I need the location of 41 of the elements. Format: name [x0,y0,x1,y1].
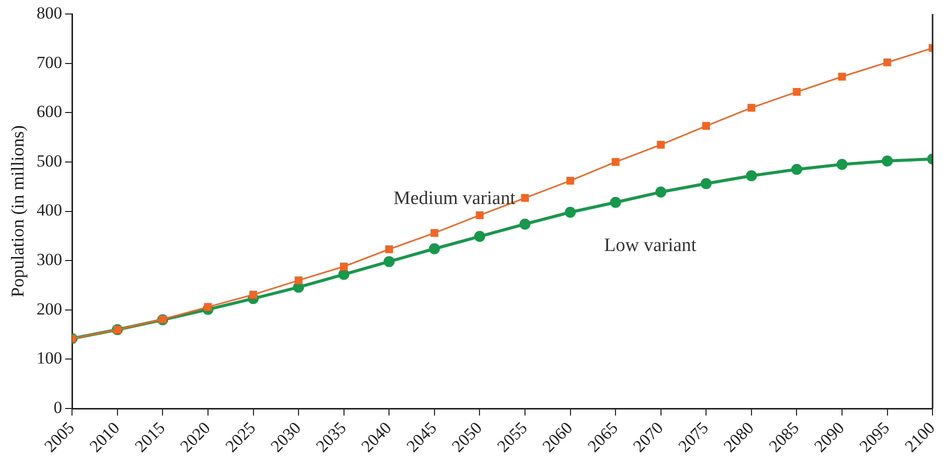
y-tick-label: 300 [36,250,62,270]
y-tick-label: 700 [36,52,62,72]
series-label: Low variant [604,235,698,256]
point [476,211,484,220]
point [428,243,440,254]
point [838,72,846,81]
point [791,164,802,175]
y-tick-label: 800 [36,3,62,22]
point [700,178,712,190]
point [883,58,892,66]
point [882,155,893,166]
y-tick-label: 100 [36,348,62,368]
point [566,176,574,185]
point [612,158,620,166]
y-tick-label: 0 [54,398,62,417]
y-tick-label: 600 [36,102,62,122]
point [204,303,212,311]
point [610,196,622,208]
point [430,229,438,237]
y-axis-title: Population (in millions) [8,125,28,298]
point [564,206,576,218]
point [340,262,348,270]
point [294,276,302,284]
point [474,230,486,242]
point [519,218,530,230]
point [748,104,756,112]
point [656,140,665,149]
series-label: Medium variant [393,188,516,209]
y-tick-label: 200 [36,299,62,318]
y-tick-label: 400 [36,200,62,220]
point [521,194,529,202]
point [836,158,848,170]
y-tick-label: 500 [36,151,62,170]
point [746,170,757,182]
point [338,268,350,280]
point [792,88,801,96]
point [384,256,395,268]
point [702,122,710,130]
point [249,290,258,298]
point [655,186,666,198]
point [385,245,394,254]
